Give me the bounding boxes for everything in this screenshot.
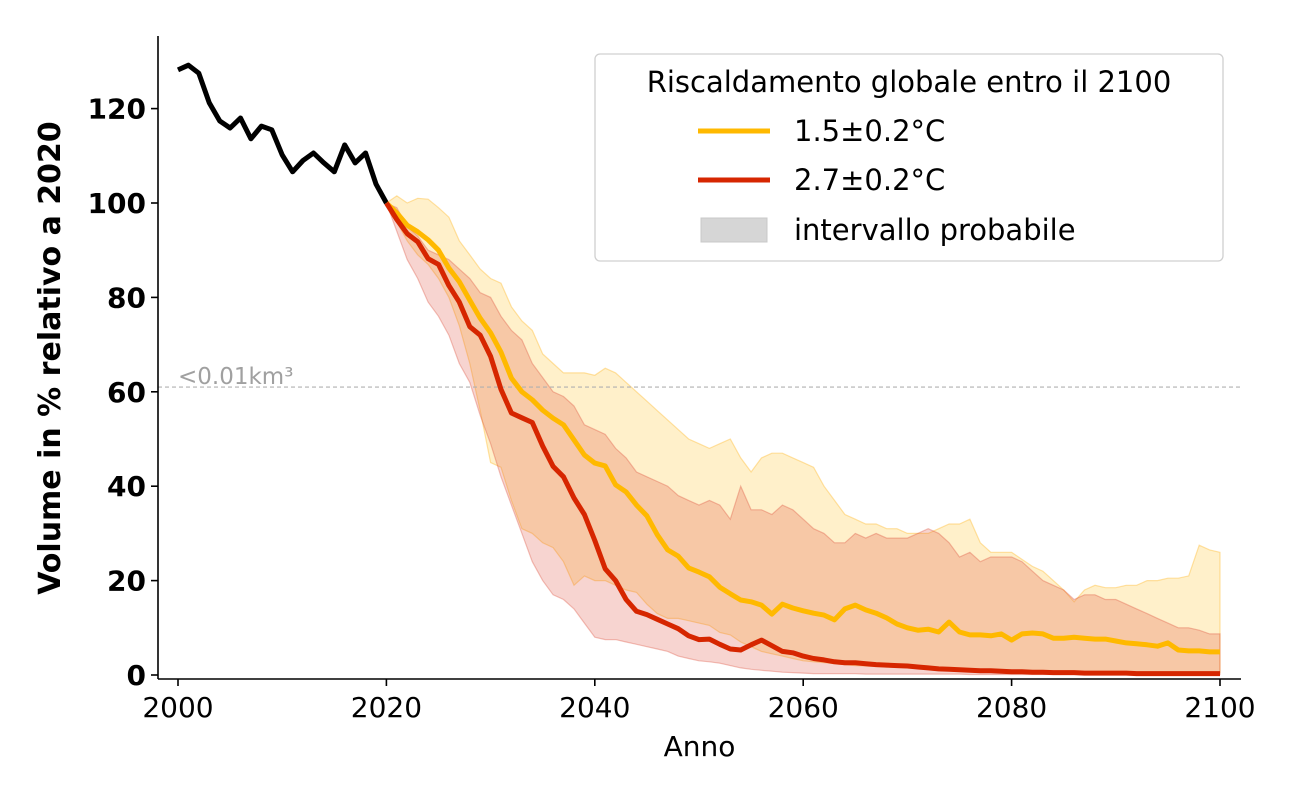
legend-label-2-7c: 2.7±0.2°C	[794, 163, 945, 197]
band-2-7c	[385, 201, 1221, 676]
legend-swatch-likely-range	[700, 217, 768, 243]
uncertainty-bands	[385, 195, 1221, 676]
axes	[157, 36, 1241, 680]
threshold-label: <0.01km³	[178, 364, 293, 390]
y-tick-label: 80	[107, 281, 146, 314]
line-1-5c	[384, 201, 1220, 655]
x-tick-label: 2000	[142, 691, 213, 724]
legend: Riscaldamento globale entro il 2100 1.5±…	[594, 53, 1224, 262]
y-tick-label: 60	[107, 376, 146, 409]
legend-title: Riscaldamento globale entro il 2100	[647, 65, 1172, 99]
band-1-5c	[385, 195, 1221, 674]
legend-label-1-5c: 1.5±0.2°C	[794, 114, 945, 148]
x-tick-label: 2020	[351, 691, 422, 724]
legend-label-likely-range: intervallo probabile	[794, 213, 1076, 247]
threshold-line-group: <0.01km³	[158, 364, 1241, 390]
y-tick-label: 20	[107, 565, 146, 598]
line-2-7c	[384, 201, 1220, 677]
x-tick-label: 2060	[768, 691, 839, 724]
x-tick-label: 2080	[976, 691, 1047, 724]
line-historical	[176, 62, 389, 205]
y-tick-label: 120	[88, 93, 146, 126]
y-tick-label: 0	[127, 659, 146, 692]
legend-frame	[594, 53, 1224, 262]
y-axis-title: Volume in % relativo a 2020	[33, 121, 68, 595]
x-axis-title: Anno	[664, 730, 736, 763]
x-tick-label: 2040	[559, 691, 630, 724]
y-tick-label: 40	[107, 470, 146, 503]
x-tick-label: 2100	[1184, 691, 1255, 724]
series-lines	[176, 62, 1220, 677]
y-tick-label: 100	[88, 187, 146, 220]
